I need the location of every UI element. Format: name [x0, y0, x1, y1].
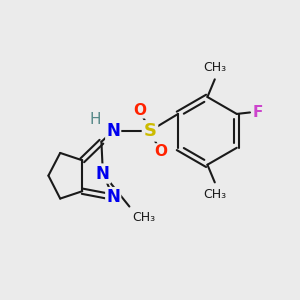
Text: CH₃: CH₃: [203, 188, 226, 201]
Text: N: N: [96, 165, 110, 183]
Text: F: F: [253, 105, 263, 120]
Text: O: O: [154, 144, 167, 159]
Text: CH₃: CH₃: [203, 61, 226, 74]
Text: CH₃: CH₃: [132, 211, 155, 224]
Text: H: H: [90, 112, 101, 127]
Text: O: O: [133, 103, 146, 118]
Text: S: S: [143, 122, 157, 140]
Text: N: N: [106, 188, 120, 206]
Text: N: N: [106, 122, 120, 140]
